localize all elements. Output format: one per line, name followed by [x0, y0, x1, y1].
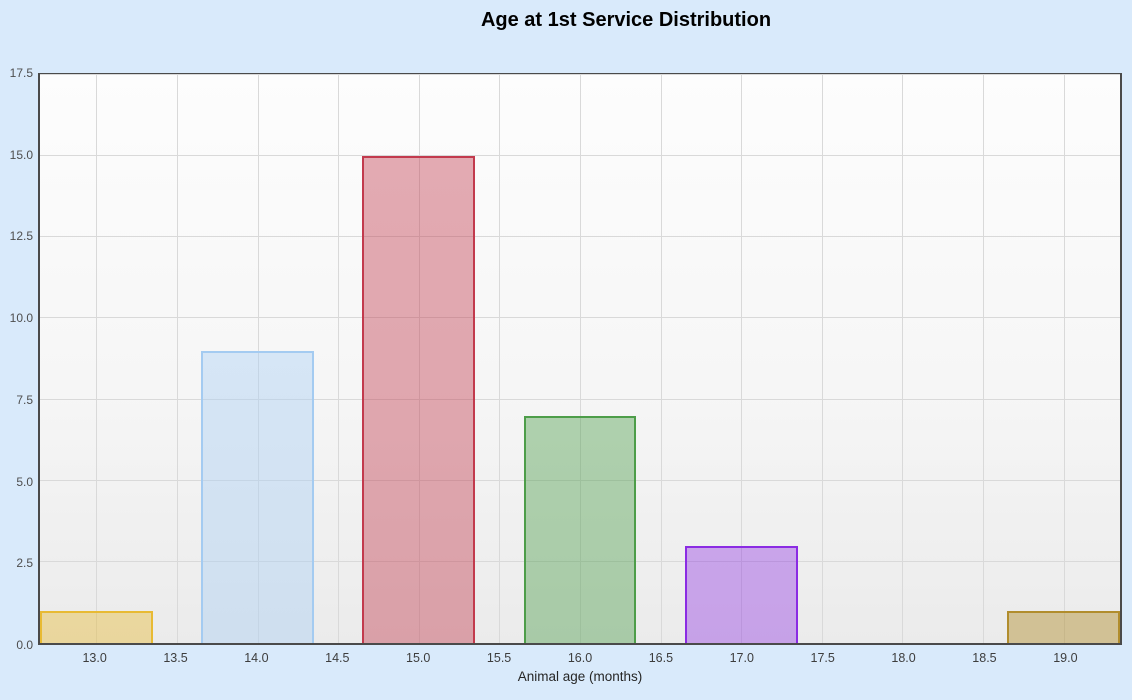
- vertical-gridline: [418, 75, 420, 643]
- x-tick-label: 17.0: [729, 651, 754, 665]
- x-tick-label: 18.5: [972, 651, 997, 665]
- horizontal-gridline: [40, 398, 1120, 400]
- horizontal-gridline: [40, 155, 1120, 157]
- y-tick-label: 0.0: [16, 638, 33, 652]
- x-tick-label: 17.5: [810, 651, 835, 665]
- x-axis-tick-labels: 13.0 13.5 14.0 14.5 15.0 15.5 16.0 16.5 17.0 17.5…: [38, 651, 1122, 669]
- vertical-gridline: [1063, 75, 1065, 643]
- y-tick-label: 15.0: [9, 147, 33, 162]
- y-axis-tick-labels: 0.0 2.5 5.0 7.5 10.0 12.5 15.0 17.5: [0, 66, 33, 652]
- histogram-bar-x15: [362, 156, 476, 643]
- chart-title: Age at 1st Service Distribution: [480, 9, 772, 31]
- histogram-bar-x19: [1007, 610, 1120, 643]
- vertical-gridline: [96, 75, 98, 643]
- y-tick-label: 10.0: [9, 311, 33, 326]
- vertical-gridline: [821, 75, 823, 643]
- vertical-gridline: [499, 75, 501, 643]
- x-tick-label: 14.0: [244, 651, 269, 665]
- vertical-gridline: [902, 75, 904, 643]
- x-tick-label: 16.0: [567, 651, 593, 665]
- x-tick-label: 13.5: [163, 651, 188, 665]
- plot-area: [38, 73, 1122, 645]
- vertical-gridline: [257, 75, 259, 643]
- histogram-bar-x16: [523, 415, 637, 643]
- y-tick-label: 17.5: [9, 66, 33, 80]
- y-tick-label: 5.0: [16, 474, 33, 489]
- x-tick-label: 19.0: [1053, 651, 1078, 665]
- histogram-bar-x17: [684, 545, 798, 643]
- horizontal-gridline: [40, 560, 1120, 562]
- vertical-gridline: [338, 75, 340, 643]
- y-tick-label: 12.5: [9, 229, 33, 244]
- y-tick-label: 2.5: [16, 556, 33, 571]
- horizontal-gridline: [40, 236, 1120, 238]
- x-tick-label: 13.0: [82, 651, 107, 665]
- y-tick-label: 7.5: [16, 392, 33, 407]
- x-tick-label: 15.5: [486, 651, 512, 665]
- vertical-gridline: [660, 75, 662, 643]
- horizontal-gridline: [40, 74, 1120, 75]
- horizontal-gridline: [40, 317, 1120, 319]
- horizontal-gridline: [40, 479, 1120, 481]
- vertical-gridline: [580, 75, 581, 643]
- vertical-gridline: [177, 75, 178, 643]
- vertical-gridline: [741, 75, 743, 643]
- x-tick-label: 15.0: [406, 651, 431, 665]
- histogram-bar-x13: [40, 610, 153, 643]
- plot-inner: [40, 74, 1120, 643]
- x-axis-title: Animal age (months): [517, 669, 643, 684]
- histogram-bar-x14: [201, 350, 315, 643]
- x-tick-label: 18.0: [891, 651, 916, 665]
- x-tick-label: 16.5: [648, 651, 674, 665]
- vertical-gridline: [982, 75, 984, 643]
- x-tick-label: 14.5: [325, 651, 350, 665]
